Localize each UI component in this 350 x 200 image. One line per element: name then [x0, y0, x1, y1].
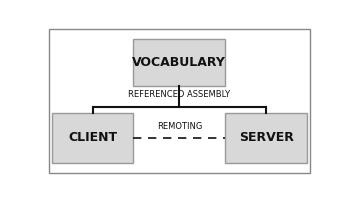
- Text: REFERENCED ASSEMBLY: REFERENCED ASSEMBLY: [128, 90, 230, 99]
- Text: SERVER: SERVER: [239, 131, 294, 144]
- Text: VOCABULARY: VOCABULARY: [132, 56, 226, 69]
- Text: REMOTING: REMOTING: [157, 122, 202, 131]
- Text: CLIENT: CLIENT: [68, 131, 117, 144]
- FancyBboxPatch shape: [133, 39, 225, 86]
- FancyBboxPatch shape: [52, 113, 133, 163]
- FancyBboxPatch shape: [225, 113, 307, 163]
